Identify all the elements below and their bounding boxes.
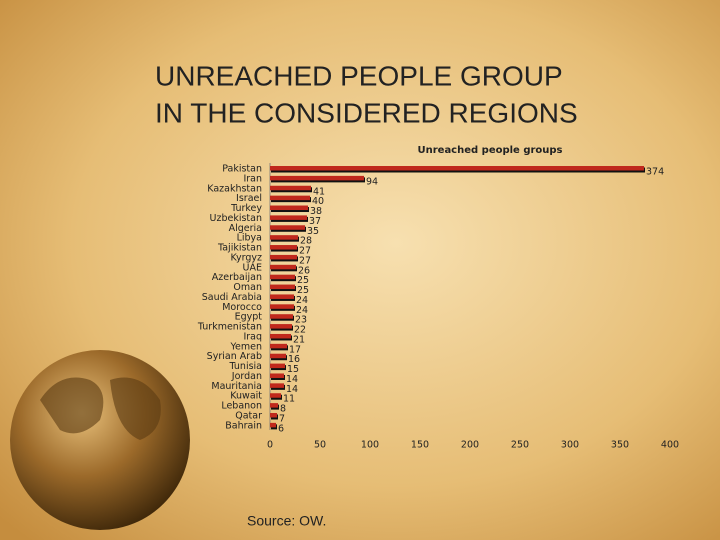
y-tick-label: Oman bbox=[233, 282, 262, 293]
y-tick-label: Syrian Arab bbox=[207, 351, 262, 362]
bar bbox=[270, 274, 295, 280]
value-label: 6 bbox=[278, 423, 284, 434]
bar bbox=[270, 333, 291, 339]
value-label: 14 bbox=[286, 384, 298, 395]
y-tick-label: Lebanon bbox=[221, 401, 262, 412]
y-tick-label: Pakistan bbox=[222, 164, 262, 175]
plot: 0 50 100 150 200 250 300 350 400 Pakistan 374 Iran 9… bbox=[197, 163, 679, 451]
y-tick-label: Kazakhstan bbox=[207, 183, 262, 194]
value-label: 28 bbox=[300, 236, 312, 247]
y-tick-label: Tunisia bbox=[229, 361, 262, 372]
bar bbox=[270, 353, 286, 359]
y-tick-label: Algeria bbox=[229, 223, 262, 234]
value-label: 17 bbox=[289, 344, 301, 355]
x-tick-label: 50 bbox=[314, 440, 326, 451]
value-label: 24 bbox=[296, 305, 308, 316]
value-label: 35 bbox=[307, 226, 319, 237]
bar bbox=[270, 294, 294, 299]
y-tick-label: Qatar bbox=[235, 411, 262, 422]
value-label: 23 bbox=[295, 315, 307, 326]
value-label: 21 bbox=[293, 334, 305, 345]
y-tick-label: Azerbaijan bbox=[212, 272, 262, 283]
value-label: 94 bbox=[366, 176, 378, 187]
y-tick-label: Iran bbox=[243, 173, 262, 184]
bar bbox=[270, 343, 287, 349]
bar bbox=[270, 422, 276, 428]
y-tick-label: Kyrgyz bbox=[230, 252, 262, 263]
value-label: 40 bbox=[312, 196, 324, 207]
x-tick-label: 100 bbox=[361, 440, 379, 451]
value-label: 11 bbox=[283, 394, 295, 405]
y-tick-label: Yemen bbox=[229, 341, 262, 352]
bar bbox=[270, 205, 308, 211]
bar bbox=[270, 175, 364, 181]
bar bbox=[270, 413, 277, 418]
value-label: 7 bbox=[279, 414, 285, 425]
value-label: 25 bbox=[297, 275, 309, 286]
y-tick-label: Iraq bbox=[243, 331, 262, 342]
x-tick-label: 150 bbox=[411, 440, 429, 451]
y-tick-label: Jordan bbox=[231, 371, 262, 382]
bar bbox=[270, 324, 292, 329]
bar bbox=[270, 373, 284, 378]
y-tick-label: Kuwait bbox=[230, 391, 262, 402]
bar bbox=[270, 254, 297, 260]
bar bbox=[270, 215, 307, 220]
x-tick-label: 350 bbox=[611, 440, 629, 451]
globe-land bbox=[40, 377, 161, 440]
x-tick-label: 0 bbox=[267, 440, 273, 451]
y-tick-label: Israel bbox=[236, 193, 262, 204]
y-tick-label: Turkmenistan bbox=[197, 322, 262, 333]
bar bbox=[270, 235, 298, 240]
y-tick-label: UAE bbox=[243, 262, 262, 273]
bar bbox=[270, 245, 297, 250]
bar bbox=[270, 393, 281, 398]
value-label: 41 bbox=[313, 186, 325, 197]
bar bbox=[270, 185, 311, 191]
slide-title: IN THE CONSIDERED REGIONS bbox=[155, 97, 578, 128]
bar bbox=[270, 403, 278, 408]
value-label: 16 bbox=[288, 354, 300, 365]
value-label: 27 bbox=[299, 255, 311, 266]
bar bbox=[270, 264, 296, 270]
x-tick-label: 400 bbox=[661, 440, 679, 451]
y-tick-label: Libya bbox=[237, 233, 262, 244]
bar bbox=[270, 195, 310, 201]
value-label: 14 bbox=[286, 374, 298, 385]
y-tick-label: Bahrain bbox=[225, 420, 262, 431]
chart-title: Unreached people groups bbox=[417, 145, 562, 156]
y-tick-label: Mauritania bbox=[211, 381, 262, 392]
y-tick-label: Turkey bbox=[230, 203, 262, 214]
x-tick-label: 300 bbox=[561, 440, 579, 451]
globe bbox=[10, 350, 190, 530]
value-label: 8 bbox=[280, 404, 286, 415]
value-label: 24 bbox=[296, 295, 308, 306]
value-label: 15 bbox=[287, 364, 299, 375]
value-label: 27 bbox=[299, 246, 311, 257]
bar bbox=[270, 314, 293, 319]
y-tick-label: Egypt bbox=[235, 312, 263, 323]
bar bbox=[270, 166, 644, 171]
bar bbox=[270, 383, 284, 388]
bar bbox=[270, 225, 305, 230]
value-label: 374 bbox=[646, 167, 664, 178]
value-label: 38 bbox=[310, 206, 322, 217]
slide-title: UNREACHED PEOPLE GROUP bbox=[155, 60, 563, 91]
bar bbox=[270, 284, 295, 290]
x-tick-label: 200 bbox=[461, 440, 479, 451]
bar bbox=[270, 363, 285, 369]
value-label: 22 bbox=[294, 325, 306, 336]
bar bbox=[270, 304, 294, 309]
y-tick-label: Saudi Arabia bbox=[202, 292, 262, 303]
x-tick-label: 250 bbox=[511, 440, 529, 451]
value-label: 25 bbox=[297, 285, 309, 296]
source: Source: OW. bbox=[247, 513, 326, 529]
value-label: 26 bbox=[298, 265, 310, 276]
y-tick-label: Tajikistan bbox=[217, 243, 262, 254]
y-tick-label: Uzbekistan bbox=[210, 213, 262, 224]
y-tick-label: Morocco bbox=[222, 302, 262, 313]
value-label: 37 bbox=[309, 216, 321, 227]
